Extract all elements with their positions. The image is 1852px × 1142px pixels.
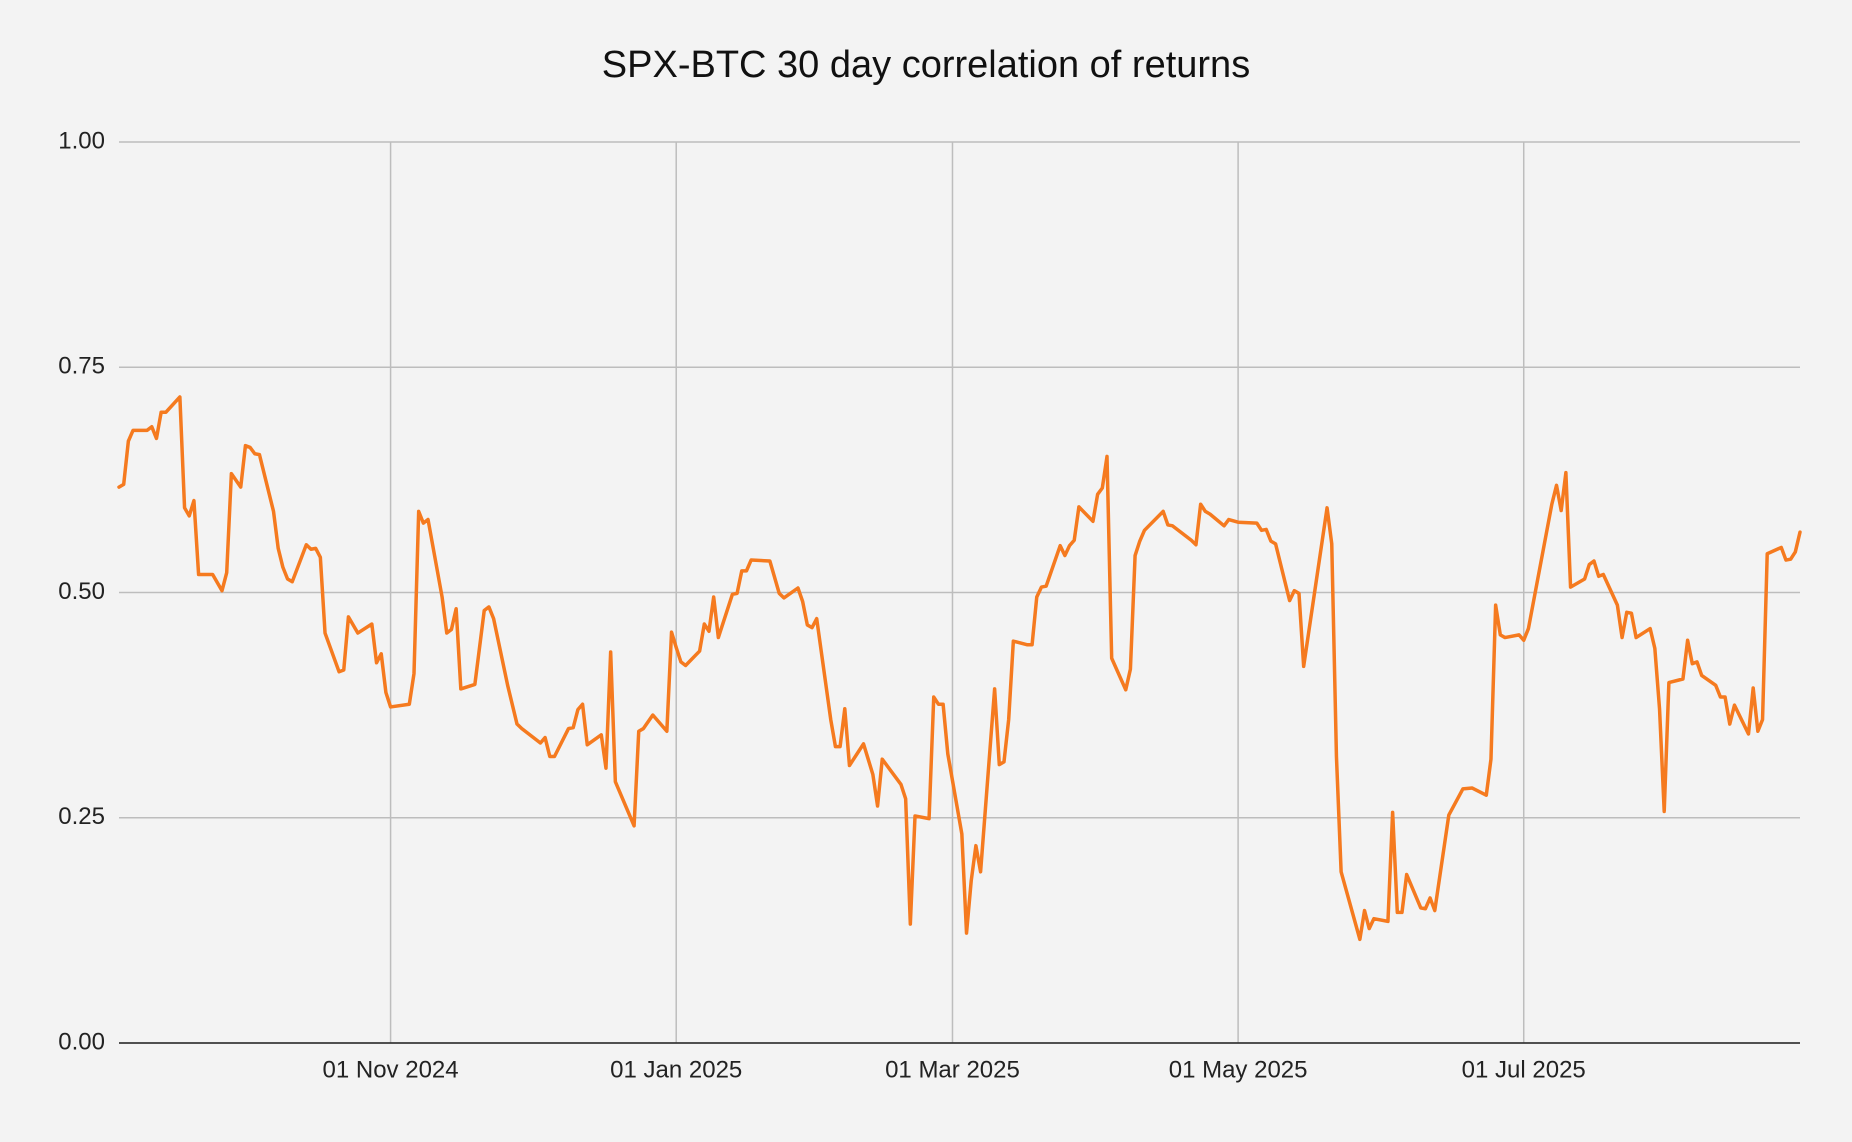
x-tick-label: 01 Jul 2025 xyxy=(1462,1056,1586,1083)
data-line xyxy=(117,395,1802,942)
x-tick-label: 01 May 2025 xyxy=(1169,1056,1308,1083)
y-tick-label: 0.00 xyxy=(58,1028,105,1055)
x-tick-label: 01 Mar 2025 xyxy=(885,1056,1020,1083)
chart-title: SPX-BTC 30 day correlation of returns xyxy=(602,44,1250,86)
y-tick-label: 1.00 xyxy=(58,127,105,154)
x-tick-label: 01 Nov 2024 xyxy=(323,1056,459,1083)
y-tick-label: 0.50 xyxy=(58,578,105,605)
y-tick-label: 0.75 xyxy=(58,353,105,380)
x-tick-label: 01 Jan 2025 xyxy=(610,1056,742,1083)
y-tick-label: 0.25 xyxy=(58,803,105,830)
